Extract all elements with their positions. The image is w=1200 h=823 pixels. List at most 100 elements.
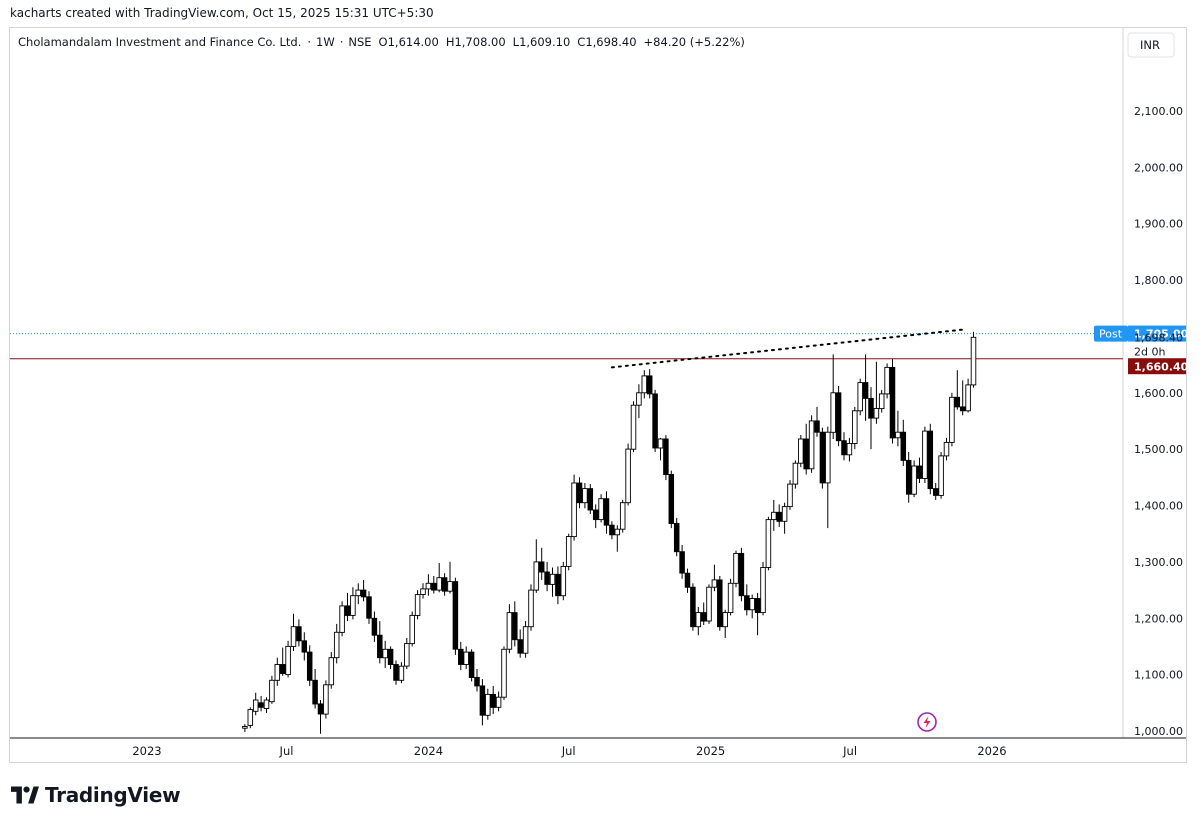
candle xyxy=(371,611,378,642)
x-tick-label: Jul xyxy=(561,744,576,758)
candle xyxy=(517,629,523,658)
candle xyxy=(576,477,583,509)
candle-body-up xyxy=(771,511,777,521)
hline-price-bg xyxy=(1128,358,1186,375)
candle-body-up xyxy=(533,561,540,591)
tradingview-logo-icon xyxy=(11,786,39,804)
candle-body-up xyxy=(884,366,890,395)
candle-body-down xyxy=(587,488,594,511)
candle xyxy=(679,545,685,579)
candle xyxy=(269,675,275,704)
candle xyxy=(555,566,561,605)
candle xyxy=(700,602,707,625)
candle xyxy=(582,483,588,509)
candle xyxy=(889,358,896,444)
candle-body-down xyxy=(690,586,696,628)
candle-body-down xyxy=(819,431,826,484)
candle-body-down xyxy=(360,589,367,598)
candle-body-down xyxy=(738,552,745,597)
candle xyxy=(749,594,755,619)
y-tick-label: 1,800.00 xyxy=(1134,274,1183,287)
candle-body-up xyxy=(949,396,955,443)
candle-body-down xyxy=(679,551,685,574)
tradingview-wordmark: TradingView xyxy=(45,783,181,807)
time-axis[interactable]: 2023 Jul 2024 Jul 2025 Jul 2026 xyxy=(132,744,1006,758)
candle-body-down xyxy=(344,605,351,616)
candle xyxy=(404,638,410,669)
candle xyxy=(641,370,648,399)
candle-body-down xyxy=(717,579,723,628)
candle xyxy=(393,660,399,685)
candle-body-down xyxy=(603,498,610,526)
last-price-label: 1,698.40 xyxy=(1134,331,1183,344)
events-icon[interactable] xyxy=(917,712,937,732)
price-axis[interactable]: 1,000.00 1,100.00 1,200.00 1,300.00 1,400.00… xyxy=(1134,105,1183,738)
candle-body-up xyxy=(274,664,281,681)
tradingview-logo[interactable]: TradingView xyxy=(11,782,181,808)
candle-body-up xyxy=(614,528,621,536)
candle xyxy=(436,563,442,593)
candle xyxy=(819,427,826,489)
candle-body-down xyxy=(684,572,691,588)
candle xyxy=(884,363,890,399)
candle-body-up xyxy=(290,626,297,647)
candle xyxy=(485,688,491,720)
candle xyxy=(458,641,464,671)
candle-body-up xyxy=(619,502,626,530)
candle xyxy=(290,613,297,651)
candle xyxy=(247,707,254,729)
legend-low: L1,609.10 xyxy=(513,35,571,49)
candle xyxy=(312,669,318,709)
candle-body-up xyxy=(501,648,507,698)
candle xyxy=(323,680,329,719)
y-tick-label: 1,000.00 xyxy=(1134,725,1183,738)
x-tick-label: 2023 xyxy=(132,744,161,758)
candle xyxy=(522,621,529,658)
candle xyxy=(787,480,793,510)
y-tick-label: 2,000.00 xyxy=(1134,161,1183,174)
candle xyxy=(501,646,507,700)
candle xyxy=(366,591,372,624)
candle-body-up xyxy=(323,684,329,715)
candle xyxy=(571,474,577,541)
candle xyxy=(717,576,723,631)
candle xyxy=(355,583,361,605)
candle-body-up xyxy=(598,498,604,521)
candle-body-up xyxy=(398,665,405,681)
legend-exchange: NSE xyxy=(348,35,371,49)
candle-body-up xyxy=(830,392,836,433)
candle xyxy=(927,423,934,495)
legend-sep-1: · xyxy=(307,35,311,49)
candle xyxy=(452,577,459,655)
candle xyxy=(339,601,345,637)
candle-body-down xyxy=(371,617,378,636)
candle-body-down xyxy=(668,474,675,524)
candle-body-up xyxy=(895,431,901,439)
candle-body-up xyxy=(846,443,853,456)
candle-body-down xyxy=(458,648,464,665)
candle xyxy=(862,354,869,421)
candle xyxy=(544,561,550,592)
candle-body-up xyxy=(798,438,804,464)
candle xyxy=(760,561,766,616)
candle-body-up xyxy=(242,726,248,729)
candle xyxy=(754,592,761,636)
candle-body-up xyxy=(760,567,766,614)
candle xyxy=(360,579,367,602)
candle-body-up xyxy=(630,404,637,450)
currency-button[interactable] xyxy=(1127,32,1175,58)
candle-body-up xyxy=(636,392,642,406)
candle-body-up xyxy=(706,586,712,622)
candle-body-up xyxy=(852,410,858,444)
post-tag-bg xyxy=(1094,325,1128,342)
candle-body-down xyxy=(301,640,308,653)
candle xyxy=(463,646,469,669)
candle xyxy=(512,601,518,647)
candle xyxy=(479,679,486,726)
candle xyxy=(835,386,842,447)
candle-body-up xyxy=(263,699,270,709)
trendline[interactable] xyxy=(610,328,964,369)
candle xyxy=(932,483,939,500)
candle-body-up xyxy=(425,582,432,590)
